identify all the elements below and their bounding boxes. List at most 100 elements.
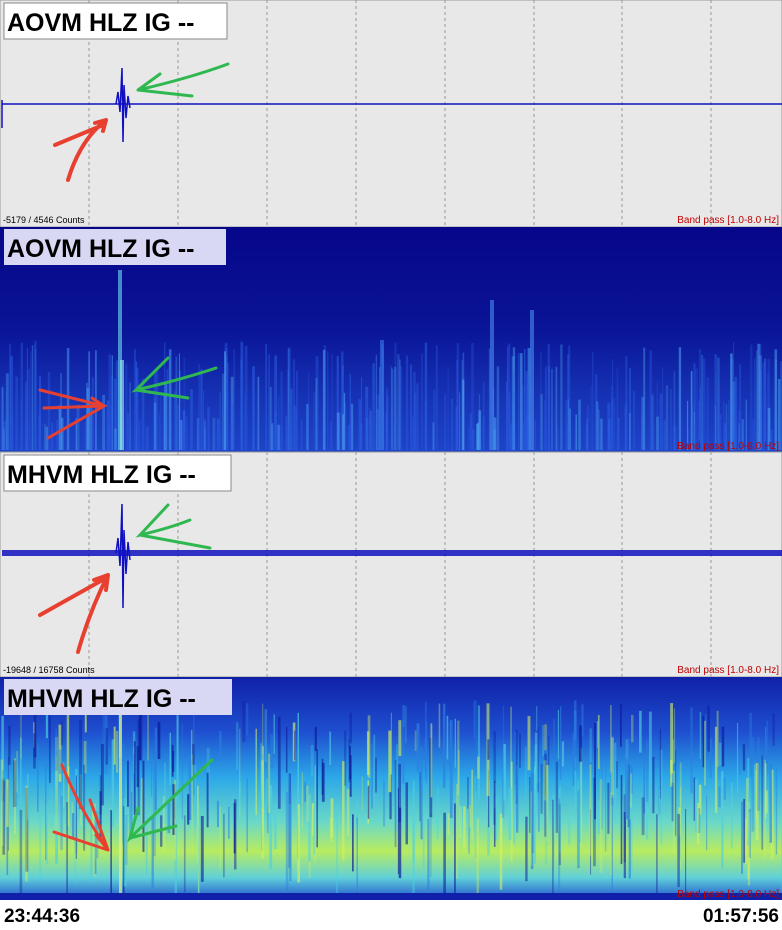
streak <box>457 720 460 796</box>
streak <box>672 425 676 450</box>
streak <box>763 358 767 450</box>
red-arrow <box>53 118 108 182</box>
streak <box>274 802 277 850</box>
streak <box>745 398 748 450</box>
streak <box>627 764 630 828</box>
streak <box>581 704 584 737</box>
streak <box>371 744 373 809</box>
streak <box>561 741 565 767</box>
streak <box>692 418 696 450</box>
streak <box>125 363 128 450</box>
streak <box>660 420 663 450</box>
streak <box>446 715 449 760</box>
streak <box>412 819 416 910</box>
streak <box>265 344 268 450</box>
streak <box>759 343 762 450</box>
streak <box>652 422 655 450</box>
streak <box>104 715 108 774</box>
streak <box>707 705 710 752</box>
streak <box>454 718 456 768</box>
streak <box>628 819 631 879</box>
streak <box>55 728 57 757</box>
streak <box>496 366 500 450</box>
streak <box>739 746 741 775</box>
streak <box>475 700 477 792</box>
streak <box>447 367 449 450</box>
streak <box>731 358 735 450</box>
streak <box>175 356 178 450</box>
streak <box>617 418 620 450</box>
streak <box>342 414 344 450</box>
streak <box>348 738 350 783</box>
waveform-event <box>115 67 131 143</box>
streak <box>459 806 462 839</box>
streak <box>19 809 23 899</box>
filter-label: Band pass [1.0-8.0 Hz] <box>677 665 779 676</box>
streak <box>343 402 347 450</box>
streak <box>244 395 247 450</box>
streak <box>349 373 352 450</box>
streak <box>60 373 62 450</box>
streak <box>366 731 370 776</box>
streak <box>616 368 618 450</box>
time-bar <box>0 900 782 930</box>
streak <box>214 416 217 450</box>
streak <box>625 401 628 450</box>
streak <box>285 792 289 891</box>
streak <box>297 804 301 883</box>
streak <box>719 413 722 450</box>
streak <box>568 345 571 450</box>
streak <box>586 417 588 450</box>
streak <box>631 714 634 743</box>
streak <box>241 413 243 450</box>
streak <box>389 774 392 820</box>
streak <box>538 782 540 832</box>
streak <box>651 394 654 450</box>
streak <box>610 401 613 450</box>
streak <box>741 801 744 874</box>
streak <box>612 359 614 450</box>
streak <box>578 725 582 762</box>
streak <box>402 719 405 784</box>
streak <box>447 813 450 836</box>
streak <box>526 386 530 450</box>
streak <box>510 423 514 450</box>
streak <box>358 399 362 450</box>
streak <box>679 762 682 806</box>
streak <box>398 807 402 879</box>
streak <box>66 707 70 777</box>
streak <box>352 814 354 872</box>
streak <box>129 382 131 450</box>
streak <box>315 378 318 450</box>
streak <box>751 736 755 832</box>
streak <box>526 374 529 450</box>
streak <box>673 708 676 764</box>
green-arrow <box>127 758 214 843</box>
streak <box>567 818 571 845</box>
streak <box>102 394 106 450</box>
streak <box>207 406 210 450</box>
streak <box>716 710 719 767</box>
filter-label: Band pass [1.0-8.0 Hz] <box>677 889 779 900</box>
streak <box>607 403 610 450</box>
streak <box>456 359 458 450</box>
streak <box>663 420 666 450</box>
streak <box>540 394 543 450</box>
spectrogram-texture <box>0 690 782 913</box>
streak <box>114 428 117 450</box>
streak <box>749 344 753 450</box>
streak <box>287 347 291 450</box>
streak <box>287 370 290 450</box>
streak <box>133 741 136 815</box>
streak <box>105 728 109 765</box>
streak <box>665 385 669 450</box>
streak <box>612 398 616 450</box>
streak <box>15 376 18 450</box>
green-arrow <box>135 503 212 550</box>
streak <box>245 703 249 736</box>
streak <box>183 815 186 892</box>
streak <box>129 771 131 841</box>
streak <box>714 354 718 450</box>
streak <box>172 784 176 835</box>
